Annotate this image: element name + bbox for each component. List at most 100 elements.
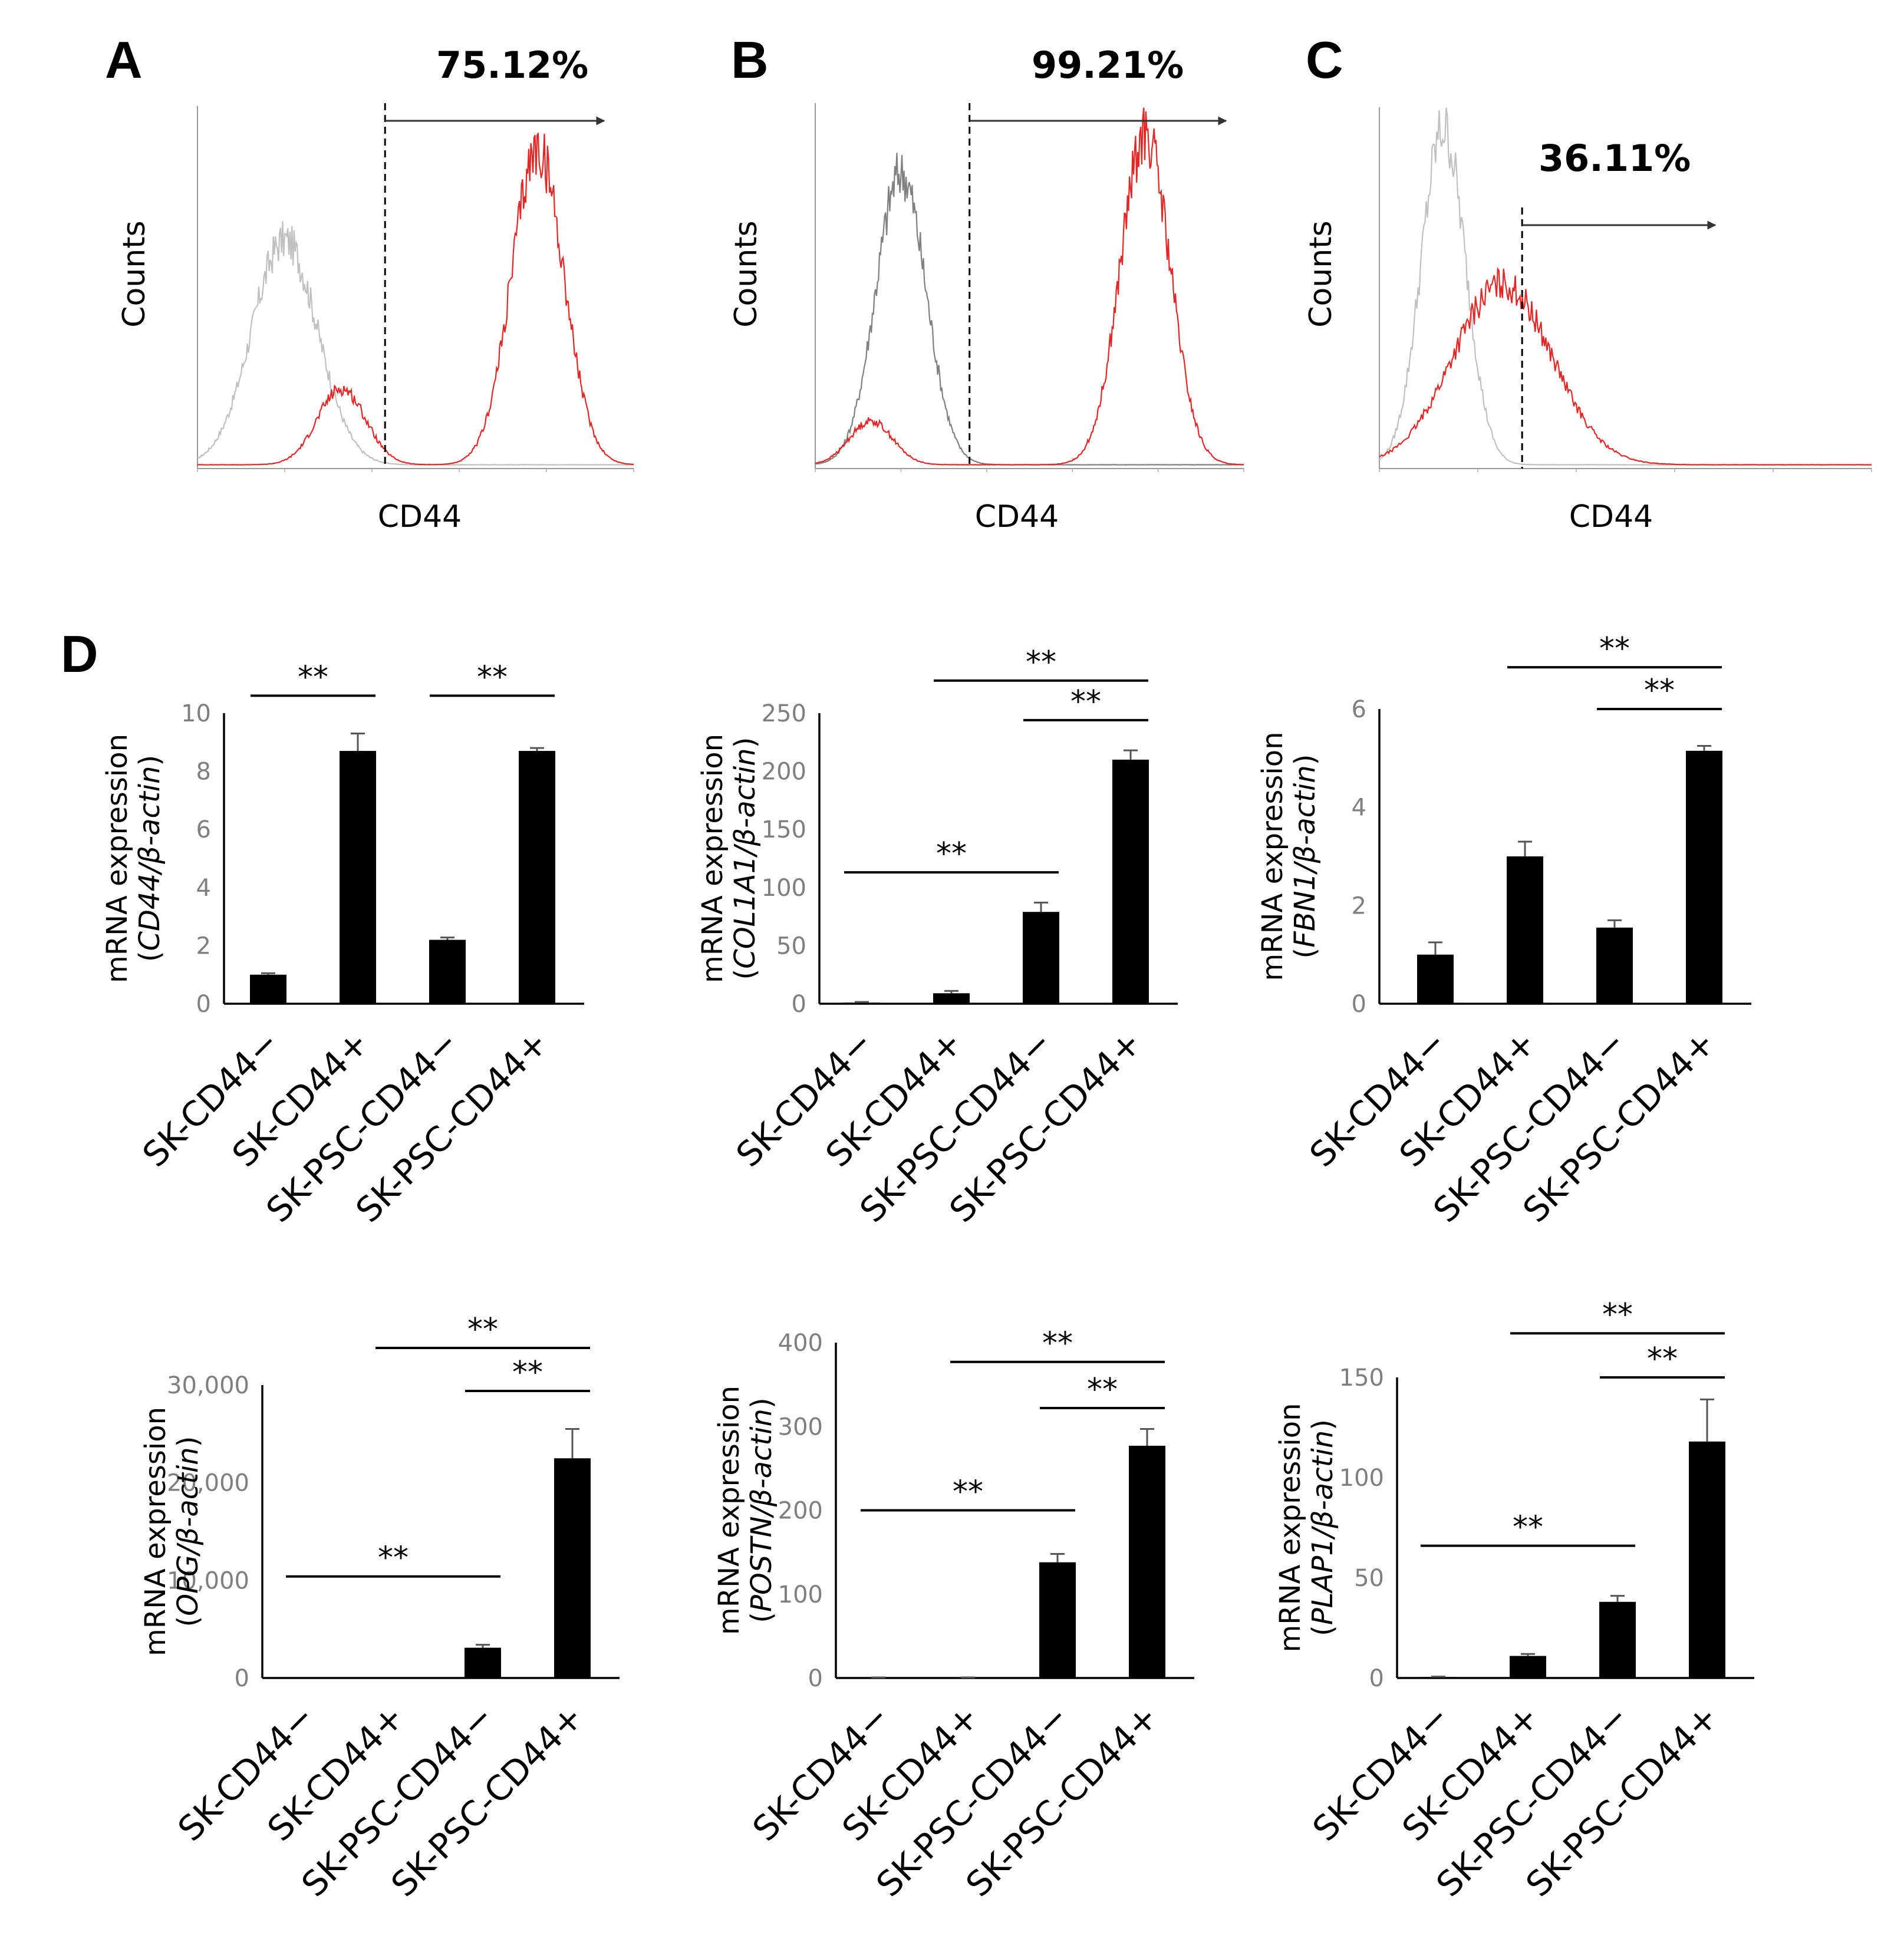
y-axis-label-gene: (OPG/β-actin)	[172, 1436, 205, 1627]
y-axis-label-gene: (FBN1/β-actin)	[1289, 754, 1322, 959]
bar-chart-fbn1: 0246****SK-CD44−SK-CD44+SK-PSC-CD44−SK-P…	[1256, 631, 1751, 1230]
bar	[465, 1647, 501, 1678]
y-axis-label: mRNA expression	[101, 734, 134, 983]
bar	[1112, 759, 1149, 1004]
significance-label: **	[512, 1355, 543, 1390]
bar	[285, 1678, 322, 1679]
bar	[933, 993, 970, 1004]
y-axis-label: mRNA expression	[713, 1386, 746, 1635]
y-tick-label: 150	[1339, 1364, 1384, 1392]
y-tick-label: 200	[778, 1498, 823, 1525]
bar	[429, 939, 466, 1004]
y-tick-label: 0	[1352, 991, 1366, 1018]
y-tick-label: 6	[196, 816, 211, 843]
y-tick-label: 0	[196, 991, 211, 1018]
significance-label: **	[1042, 1326, 1073, 1361]
bar-chart-plap1: 050100150******SK-CD44−SK-CD44+SK-PSC-CD…	[1274, 1297, 1754, 1904]
percent-label: 75.12%	[436, 44, 588, 87]
y-tick-label: 100	[762, 875, 806, 902]
significance-label: **	[1602, 1297, 1633, 1333]
bar	[1599, 1601, 1636, 1678]
significance-label: **	[1599, 631, 1630, 667]
significance-label: **	[378, 1541, 409, 1576]
bar-chart-col1a1: 050100150200250******SK-CD44−SK-CD44+SK-…	[696, 645, 1178, 1230]
y-axis-label: mRNA expression	[696, 734, 729, 983]
histogram-series-control	[197, 221, 634, 466]
y-axis-label-gene: (PLAP1/β-actin)	[1306, 1419, 1339, 1636]
bar	[1686, 750, 1722, 1004]
bar	[375, 1678, 411, 1679]
x-axis-label: CD44	[975, 499, 1059, 535]
panel-label-b: B	[731, 31, 769, 89]
bar	[1420, 1677, 1457, 1678]
histogram-series-control	[815, 153, 1244, 466]
y-tick-label: 10,000	[167, 1567, 249, 1594]
bar	[1510, 1656, 1546, 1678]
y-tick-label: 8	[196, 759, 211, 786]
bar	[250, 974, 286, 1004]
y-axis-label: Counts	[117, 220, 152, 328]
significance-label: **	[298, 660, 328, 695]
y-tick-label: 250	[762, 700, 806, 727]
y-tick-label: 300	[778, 1413, 823, 1440]
y-axis-label-gene: (COL1A1/β-actin)	[729, 737, 762, 980]
y-tick-label: 4	[196, 875, 211, 902]
y-tick-label: 100	[1339, 1465, 1384, 1492]
bar	[1596, 927, 1633, 1004]
bar	[1129, 1445, 1165, 1678]
bar	[554, 1458, 591, 1678]
y-tick-label: 0	[1369, 1665, 1384, 1692]
bar-chart-opg: 010,00020,00030,000******SK-CD44−SK-CD44…	[139, 1312, 620, 1904]
y-tick-label: 50	[776, 932, 806, 960]
panel-label-c: C	[1306, 31, 1343, 89]
bar	[1689, 1441, 1725, 1678]
panel-label-d: D	[61, 625, 98, 683]
x-axis-label: CD44	[1569, 499, 1653, 535]
y-tick-label: 30,000	[167, 1372, 249, 1399]
bar	[1023, 912, 1059, 1004]
y-tick-label: 20,000	[167, 1470, 249, 1497]
significance-label: **	[477, 660, 508, 695]
significance-label: **	[1026, 645, 1056, 680]
bar	[1507, 856, 1543, 1004]
significance-label: **	[936, 836, 967, 872]
x-axis-label: CD44	[378, 499, 462, 535]
y-tick-label: 2	[1352, 892, 1366, 919]
y-tick-label: 6	[1352, 696, 1366, 723]
y-tick-label: 0	[808, 1665, 823, 1692]
bar	[340, 751, 376, 1004]
bar	[1039, 1562, 1076, 1678]
histogram-series-CD44	[197, 133, 634, 466]
significance-label: **	[1644, 673, 1675, 708]
significance-label: **	[1087, 1372, 1118, 1407]
y-tick-label: 100	[778, 1581, 823, 1608]
y-tick-label: 400	[778, 1330, 823, 1357]
histogram-panel-c: 36.11% CD44 Counts	[1303, 107, 1872, 535]
percent-label: 99.21%	[1032, 44, 1184, 87]
y-tick-label: 10	[181, 700, 211, 727]
y-tick-label: 150	[762, 816, 806, 843]
y-tick-label: 4	[1352, 794, 1366, 822]
y-axis-label: mRNA expression	[1274, 1403, 1307, 1652]
y-tick-label: 0	[235, 1665, 249, 1692]
significance-label: **	[953, 1475, 983, 1510]
y-axis-label: mRNA expression	[1256, 731, 1289, 981]
y-tick-label: 2	[196, 932, 211, 960]
bar	[519, 751, 555, 1004]
y-axis-label: mRNA expression	[139, 1407, 172, 1656]
y-axis-label-gene: (POSTN/β-actin)	[745, 1397, 778, 1623]
significance-label: **	[467, 1312, 498, 1347]
histogram-panel-a: 75.12% CD44 Counts	[117, 44, 634, 535]
significance-label: **	[1070, 684, 1101, 720]
significance-label: **	[1513, 1510, 1543, 1545]
histogram-series-CD44	[815, 107, 1244, 466]
y-axis-label-gene: (CD44/β-actin)	[133, 755, 166, 962]
y-axis-label: Counts	[729, 220, 764, 328]
panel-label-a: A	[105, 31, 143, 89]
percent-label: 36.11%	[1539, 137, 1691, 180]
bar	[1417, 954, 1454, 1004]
y-tick-label: 0	[792, 991, 806, 1018]
